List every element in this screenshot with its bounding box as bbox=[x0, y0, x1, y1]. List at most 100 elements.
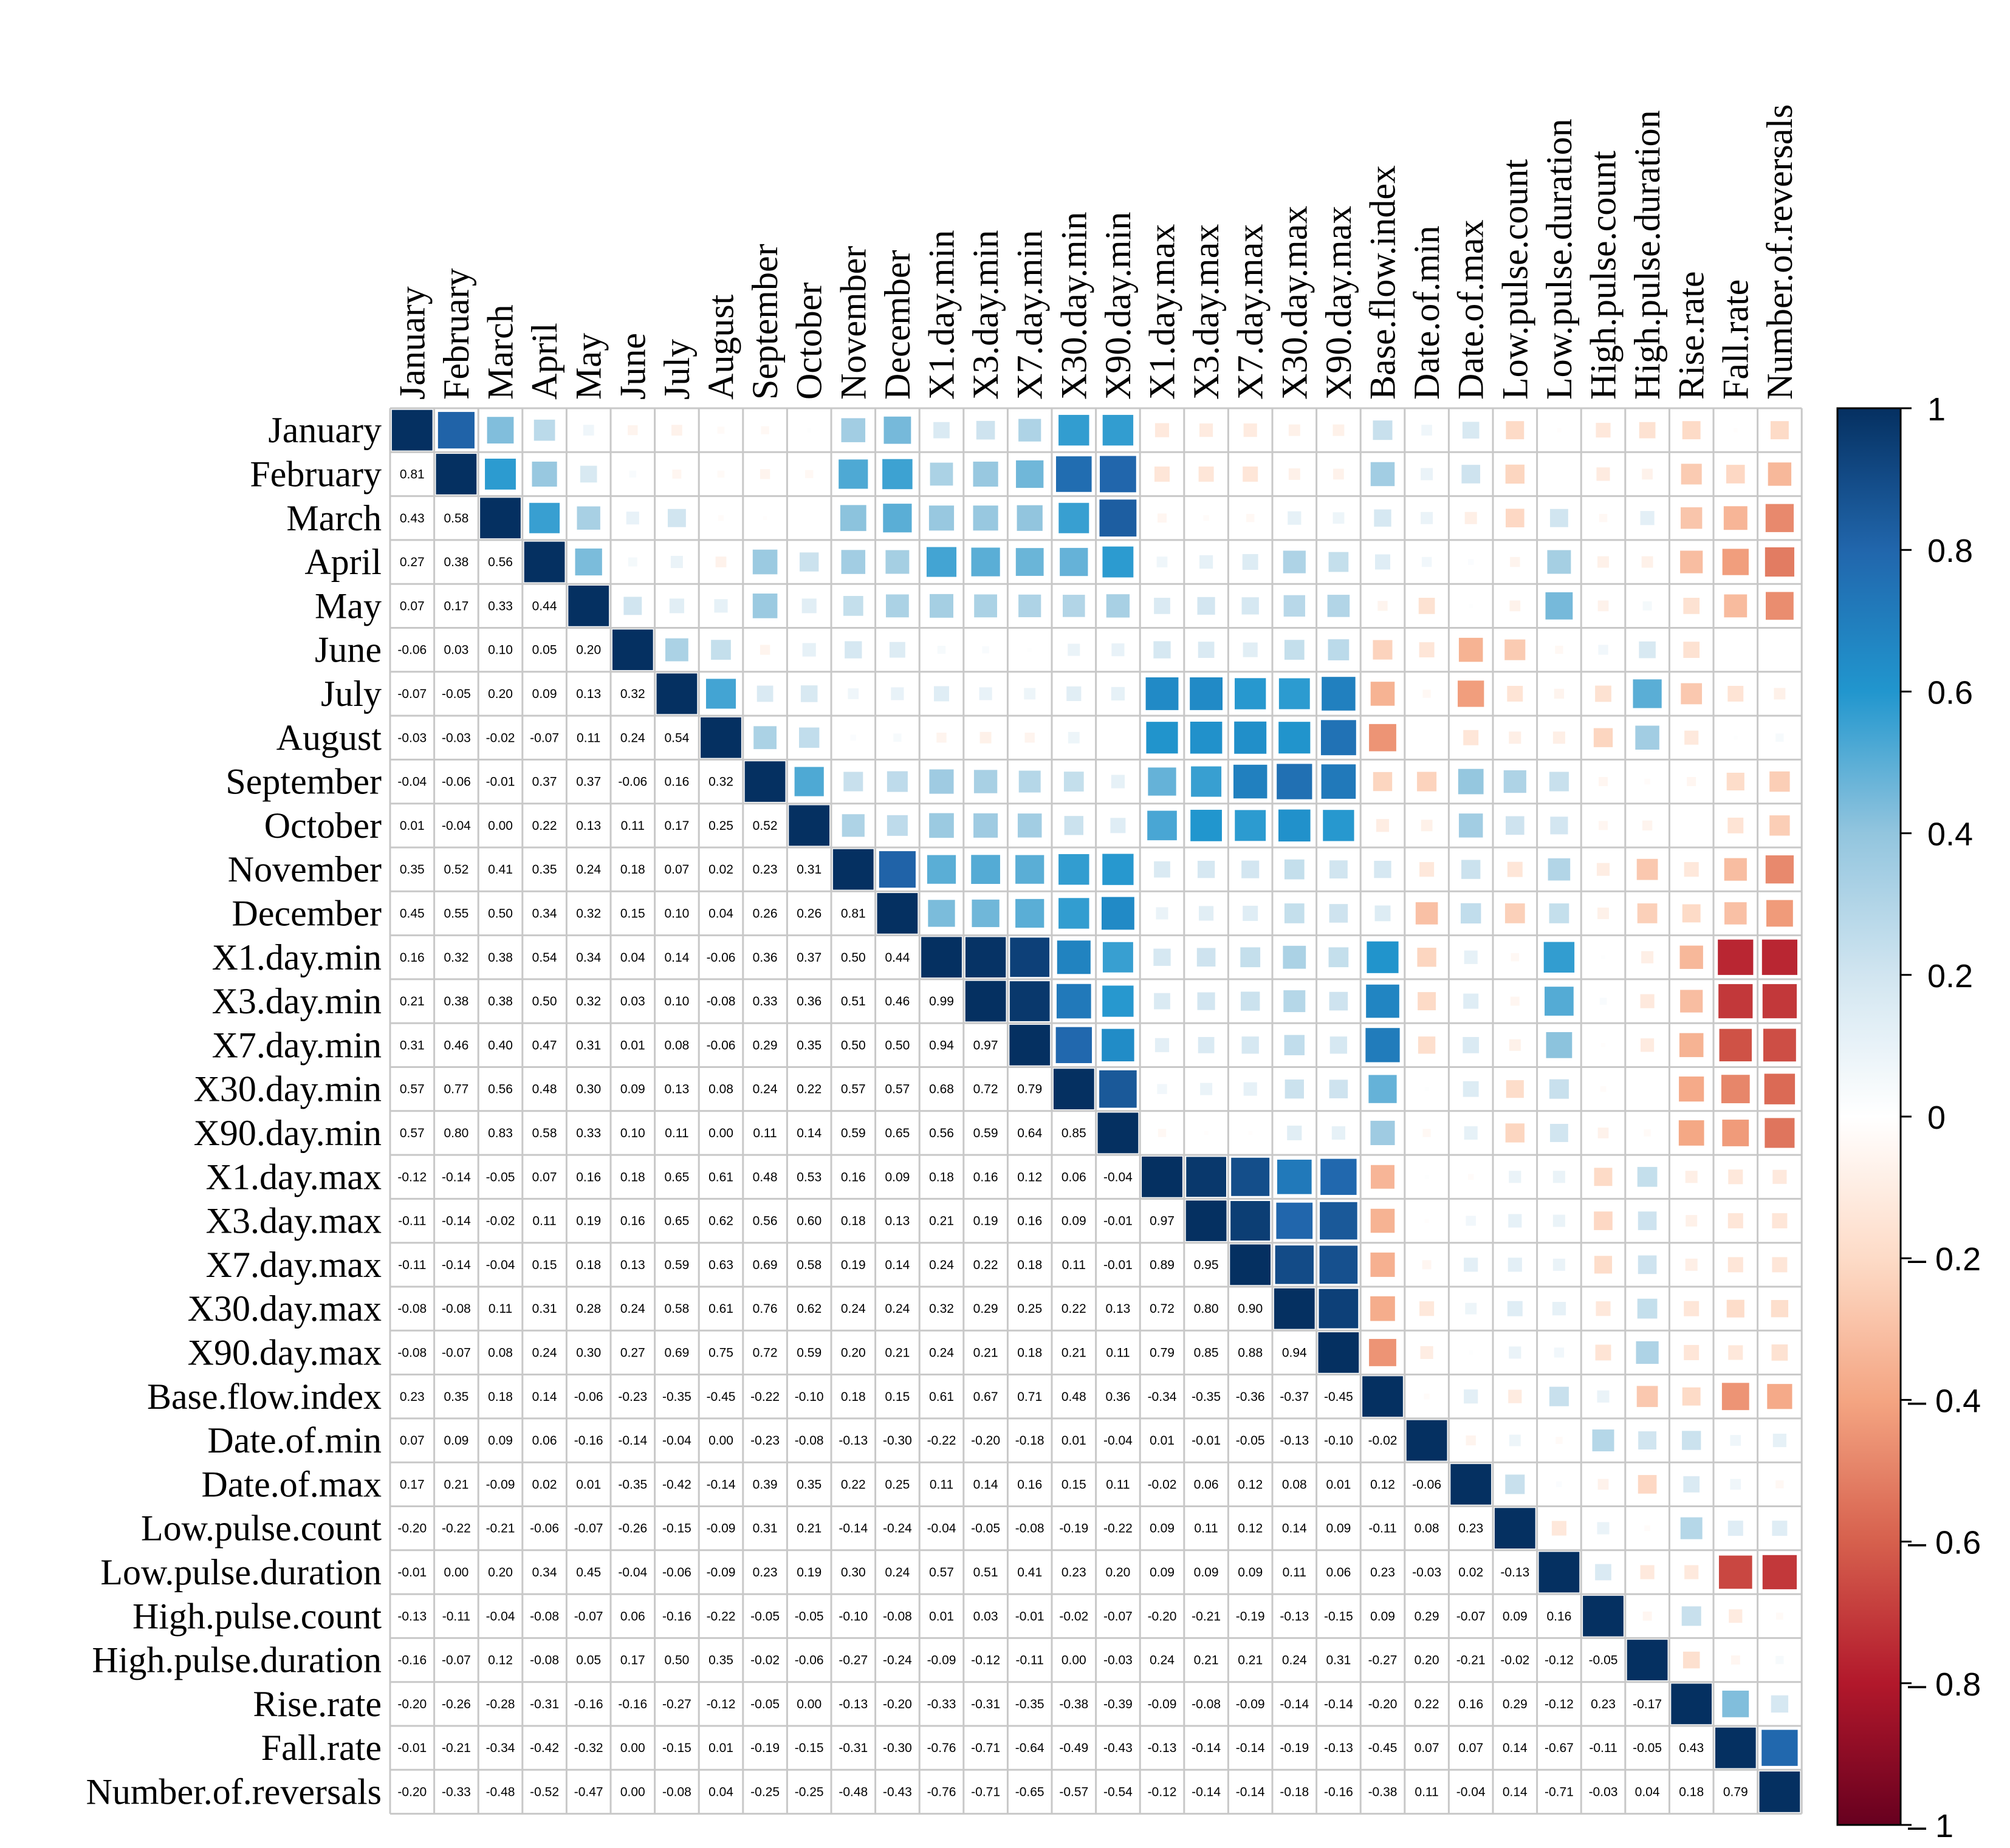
corr-square-low-pulse-count-low-pulse-count bbox=[1494, 1508, 1535, 1549]
corr-square-x30-day-min-x30-day-max bbox=[1285, 1079, 1304, 1099]
corr-value-low-pulse-count-march: -0.21 bbox=[486, 1522, 515, 1536]
column-label-november: November bbox=[833, 246, 873, 400]
corr-square-august-x7-day-min bbox=[1024, 733, 1035, 743]
corr-value-low-pulse-duration-may: 0.45 bbox=[576, 1566, 601, 1579]
corr-value-x7-day-min-november: 0.50 bbox=[841, 1038, 866, 1052]
corr-square-june-x1-day-max bbox=[1153, 641, 1171, 659]
corr-square-july-low-pulse-duration bbox=[1554, 688, 1565, 699]
corr-value-number-of-reversals-x3-day-min: -0.71 bbox=[971, 1785, 1000, 1799]
corr-value-number-of-reversals-x7-day-min: -0.65 bbox=[1015, 1785, 1044, 1799]
corr-square-rise-rate-number-of-reversals bbox=[1771, 1695, 1789, 1713]
corr-value-low-pulse-duration-february: 0.00 bbox=[444, 1566, 468, 1579]
corr-value-high-pulse-duration-base-flow-index: -0.27 bbox=[1368, 1654, 1398, 1668]
corr-value-x1-day-max-november: 0.16 bbox=[841, 1170, 866, 1184]
corr-value-x30-day-max-x1-day-max: 0.72 bbox=[1150, 1302, 1175, 1316]
corr-square-december-rise-rate bbox=[1682, 904, 1701, 923]
corr-square-x1-day-max-low-pulse-count bbox=[1509, 1171, 1521, 1183]
corr-square-x7-day-min-number-of-reversals bbox=[1763, 1028, 1796, 1062]
corr-square-november-x90-day-max bbox=[1329, 860, 1348, 879]
corr-value-low-pulse-count-may: -0.07 bbox=[574, 1522, 603, 1536]
corr-value-number-of-reversals-date-of-max: -0.04 bbox=[1456, 1785, 1486, 1799]
corr-square-march-november bbox=[840, 505, 866, 532]
corr-value-x30-day-max-x90-day-min: 0.13 bbox=[1105, 1302, 1130, 1316]
corr-value-x90-day-min-x3-day-min: 0.59 bbox=[973, 1126, 998, 1140]
corr-square-march-december bbox=[883, 504, 912, 533]
colorbar-tick-label: – 0.8 bbox=[1908, 1666, 1981, 1703]
corr-square-base-flow-index-date-of-min bbox=[1424, 1394, 1430, 1400]
corr-square-january-x90-day-min bbox=[1102, 414, 1134, 446]
corr-square-x7-day-min-x7-day-min bbox=[1009, 1024, 1051, 1066]
corr-value-november-january: 0.35 bbox=[400, 863, 425, 877]
corr-square-november-november bbox=[832, 849, 874, 890]
corr-value-fall-rate-x3-day-min: -0.71 bbox=[971, 1741, 1000, 1755]
corr-value-low-pulse-duration-date-of-max: 0.02 bbox=[1458, 1566, 1483, 1579]
corr-value-rise-rate-low-pulse-duration: -0.12 bbox=[1545, 1697, 1574, 1711]
corr-square-march-x7-day-min bbox=[1017, 505, 1043, 531]
corr-square-february-x3-day-max bbox=[1198, 466, 1214, 482]
corr-square-x7-day-min-x90-day-min bbox=[1102, 1028, 1134, 1062]
corr-square-june-september bbox=[760, 645, 770, 655]
corr-square-november-x1-day-min bbox=[927, 855, 956, 884]
corr-square-x3-day-max-x3-day-max bbox=[1185, 1200, 1227, 1241]
corr-square-x30-day-min-fall-rate bbox=[1721, 1075, 1750, 1104]
corr-square-january-number-of-reversals bbox=[1770, 421, 1789, 440]
corr-square-april-high-pulse-duration bbox=[1641, 556, 1653, 568]
corr-square-x3-day-min-fall-rate bbox=[1718, 984, 1753, 1019]
corr-value-date-of-max-base-flow-index: 0.12 bbox=[1370, 1477, 1395, 1491]
column-label-may: May bbox=[569, 333, 609, 400]
corr-square-february-october bbox=[805, 470, 814, 479]
corr-square-january-july bbox=[671, 425, 682, 436]
corr-square-x1-day-max-x3-day-max bbox=[1186, 1157, 1226, 1197]
corr-square-december-fall-rate bbox=[1724, 902, 1747, 925]
corr-square-december-x3-day-max bbox=[1199, 906, 1214, 921]
corr-square-x1-day-min-low-pulse-duration bbox=[1543, 942, 1575, 973]
corr-value-x3-day-min-june: 0.03 bbox=[620, 994, 645, 1008]
corr-square-date-of-max-rise-rate bbox=[1683, 1476, 1700, 1493]
corr-square-x90-day-max-low-pulse-count bbox=[1509, 1346, 1521, 1359]
corr-square-x30-day-max-rise-rate bbox=[1684, 1301, 1700, 1316]
corr-square-july-x90-day-min bbox=[1111, 686, 1125, 701]
corr-value-date-of-max-july: -0.42 bbox=[662, 1477, 691, 1491]
corr-value-june-march: 0.10 bbox=[488, 643, 513, 657]
corr-value-x7-day-max-october: 0.58 bbox=[797, 1258, 821, 1272]
corr-square-january-high-pulse-count bbox=[1596, 423, 1611, 438]
corr-square-x7-day-max-x30-day-max bbox=[1275, 1245, 1314, 1284]
corr-value-x1-day-max-july: 0.65 bbox=[664, 1170, 689, 1184]
corr-square-january-january bbox=[391, 409, 433, 451]
corr-square-x1-day-min-x1-day-max bbox=[1153, 948, 1171, 966]
corr-value-x90-day-max-april: 0.24 bbox=[532, 1346, 557, 1360]
corr-square-january-x30-day-max bbox=[1288, 424, 1300, 436]
corr-square-april-april bbox=[524, 541, 565, 583]
corr-square-july-number-of-reversals bbox=[1774, 688, 1786, 700]
corr-value-x7-day-min-august: -0.06 bbox=[707, 1038, 736, 1052]
corr-value-rise-rate-february: -0.26 bbox=[442, 1697, 471, 1711]
corr-value-october-february: -0.04 bbox=[442, 819, 471, 833]
corr-value-x90-day-max-december: 0.21 bbox=[885, 1346, 910, 1360]
corr-square-date-of-max-high-pulse-count bbox=[1597, 1479, 1609, 1490]
row-label-x1-day-max: X1.day.max bbox=[206, 1157, 382, 1197]
corr-square-x1-day-max-x90-day-max bbox=[1320, 1158, 1357, 1195]
corr-value-x30-day-max-january: -0.08 bbox=[397, 1302, 427, 1316]
corr-value-february-january: 0.81 bbox=[400, 467, 425, 481]
corr-square-x3-day-min-x3-day-max bbox=[1197, 992, 1215, 1010]
corr-square-x3-day-min-high-pulse-count bbox=[1599, 998, 1607, 1005]
corr-square-july-high-pulse-duration bbox=[1633, 679, 1662, 708]
corr-square-base-flow-index-low-pulse-count bbox=[1508, 1389, 1522, 1403]
corr-value-high-pulse-count-x90-day-min: -0.07 bbox=[1103, 1609, 1133, 1623]
corr-square-x1-day-min-x30-day-min bbox=[1057, 940, 1091, 974]
corr-value-x30-day-min-x3-day-min: 0.72 bbox=[973, 1083, 998, 1097]
corr-value-december-june: 0.15 bbox=[620, 906, 645, 920]
corr-square-x90-day-max-date-of-min bbox=[1420, 1346, 1433, 1360]
corr-value-low-pulse-duration-x90-day-min: 0.20 bbox=[1105, 1566, 1130, 1579]
corr-value-high-pulse-duration-july: 0.50 bbox=[664, 1654, 689, 1668]
row-label-december: December bbox=[232, 893, 382, 933]
corr-value-x30-day-min-april: 0.48 bbox=[532, 1083, 557, 1097]
corr-square-september-x30-day-min bbox=[1063, 772, 1084, 792]
corr-square-may-x90-day-max bbox=[1327, 595, 1350, 617]
corr-value-x30-day-max-december: 0.24 bbox=[885, 1302, 910, 1316]
corr-square-april-base-flow-index bbox=[1375, 554, 1390, 570]
corr-square-x30-day-min-base-flow-index bbox=[1368, 1075, 1397, 1103]
corr-value-date-of-min-x7-day-min: -0.18 bbox=[1015, 1434, 1044, 1448]
corr-square-august-november bbox=[850, 734, 857, 741]
corr-value-number-of-reversals-base-flow-index: -0.38 bbox=[1368, 1785, 1398, 1799]
